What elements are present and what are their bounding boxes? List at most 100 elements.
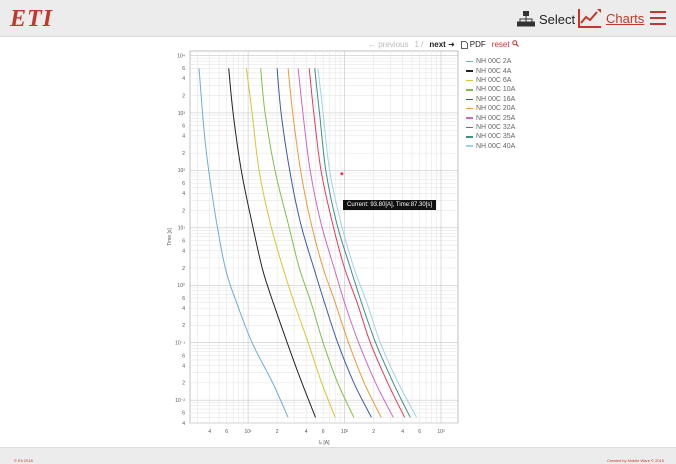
legend-item[interactable]: NH 00C 6A [466, 76, 515, 85]
series-line-6[interactable] [287, 68, 382, 418]
next-button[interactable]: next ➜ [429, 40, 454, 49]
chart-pager: ← previous 1 / next ➜ PDF reset [368, 40, 519, 49]
x-axis-label: Iₚ [A] [318, 440, 330, 446]
x-tick-label: 10³ [437, 429, 445, 435]
charts-nav-button[interactable]: Charts [578, 8, 644, 28]
series-line-5[interactable] [276, 68, 372, 418]
y-tick-label: 4 [182, 249, 185, 255]
hover-point [340, 172, 344, 176]
legend-label: NH 00C 6A [476, 76, 512, 84]
chart-tooltip: Current: 93.80[A], Time:87.30[s] [343, 200, 437, 210]
y-tick-label: 2 [182, 93, 185, 99]
x-tick-label: 4 [208, 429, 211, 435]
series-line-8[interactable] [308, 68, 406, 418]
line-chart-icon [578, 9, 601, 28]
eti-logo[interactable]: ETI [10, 6, 54, 32]
legend-swatch [466, 70, 473, 72]
series-line-7[interactable] [297, 68, 394, 418]
next-label: next [429, 40, 446, 49]
page-indicator: 1 / [414, 40, 424, 49]
y-tick-label: 6 [182, 181, 185, 187]
y-tick-label: 6 [182, 411, 185, 417]
y-tick-label: 2 [182, 381, 185, 387]
credit-text: Created by Mobile Ware © 2015 [606, 458, 664, 463]
sitemap-icon [517, 11, 535, 27]
legend-item[interactable]: NH 00C 32A [466, 123, 515, 132]
y-tick-label: 6 [182, 66, 185, 72]
select-nav-button[interactable]: Select [517, 11, 575, 27]
legend-label: NH 00C 4A [476, 67, 512, 75]
x-tick-label: 4 [305, 429, 308, 435]
y-tick-label: 10¹ [178, 226, 186, 232]
legend-item[interactable]: NH 00C 2A [466, 57, 515, 66]
previous-button[interactable]: ← previous [368, 40, 408, 49]
app-header: ETI Select Charts [0, 0, 676, 37]
reset-label: reset [491, 40, 510, 49]
series-line-10[interactable] [317, 68, 418, 418]
legend-item[interactable]: NH 00C 40A [466, 142, 515, 151]
legend-label: NH 00C 2A [476, 58, 512, 66]
series-line-4[interactable] [260, 68, 355, 418]
series-line-1[interactable] [198, 68, 289, 418]
legend-item[interactable]: NH 00C 35A [466, 132, 515, 141]
hamburger-menu-icon[interactable] [650, 11, 666, 25]
y-tick-label: 6 [182, 353, 185, 359]
y-tick-label: 10³ [178, 111, 186, 117]
reset-button[interactable]: reset [492, 40, 519, 49]
arrow-right-icon: ➜ [448, 40, 455, 49]
legend-swatch [466, 89, 473, 91]
x-tick-label: 6 [322, 429, 325, 435]
series-line-3[interactable] [245, 68, 336, 418]
legend-label: NH 00C 25A [476, 114, 516, 122]
y-tick-label: 2 [182, 323, 185, 329]
y-tick-label: 2 [182, 208, 185, 214]
document-icon [460, 40, 468, 49]
legend-swatch [466, 145, 473, 147]
copyright-text: © Eti 2018 [14, 458, 33, 463]
charts-label: Charts [606, 10, 645, 26]
y-tick-label: 6 [182, 296, 185, 302]
x-tick-label: 6 [225, 429, 228, 435]
magnifier-icon [512, 40, 519, 47]
x-tick-label: 2 [372, 429, 375, 435]
arrow-left-icon: ← [368, 40, 376, 49]
y-axis-label: Time [s] [167, 228, 173, 246]
legend-swatch [466, 60, 473, 63]
legend-item[interactable]: NH 00C 10A [466, 85, 515, 94]
y-tick-label: 2 [182, 266, 185, 272]
previous-label: previous [378, 40, 409, 49]
legend-swatch [466, 79, 473, 82]
y-tick-label: 10⁻¹ [175, 341, 185, 347]
y-tick-label: 6 [182, 124, 185, 130]
y-tick-label: 2 [182, 151, 185, 157]
legend-item[interactable]: NH 00C 20A [466, 104, 515, 113]
y-tick-label: 4 [182, 134, 185, 140]
legend-item[interactable]: NH 00C 4A [466, 66, 515, 75]
legend-swatch [466, 126, 473, 129]
y-tick-label: 10⁴ [177, 53, 185, 59]
pdf-button[interactable]: PDF [460, 40, 486, 49]
pdf-label: PDF [469, 40, 486, 49]
legend-item[interactable]: NH 00C 25A [466, 113, 515, 122]
legend-label: NH 00C 16A [476, 95, 516, 103]
series-line-9[interactable] [314, 68, 411, 418]
y-tick-label: 10⁻² [175, 398, 185, 404]
legend-item[interactable]: NH 00C 16A [466, 95, 515, 104]
x-tick-label: 6 [418, 429, 421, 435]
legend-swatch [466, 98, 473, 100]
y-tick-label: 10⁰ [177, 283, 185, 289]
series-line-2[interactable] [228, 68, 316, 418]
legend-label: NH 00C 20A [476, 105, 516, 113]
plot-area [189, 50, 459, 424]
legend-label: NH 00C 40A [476, 142, 516, 150]
legend-label: NH 00C 10A [476, 86, 516, 94]
y-tick-label: 4 [182, 76, 185, 82]
legend-label: NH 00C 32A [476, 123, 516, 131]
y-tick-label: 4 [182, 363, 185, 369]
y-tick-label: 4 [182, 306, 185, 312]
y-tick-label: 10² [178, 168, 186, 174]
x-tick-label: 10² [341, 429, 349, 435]
legend-swatch [466, 117, 473, 119]
legend-swatch [466, 107, 473, 110]
